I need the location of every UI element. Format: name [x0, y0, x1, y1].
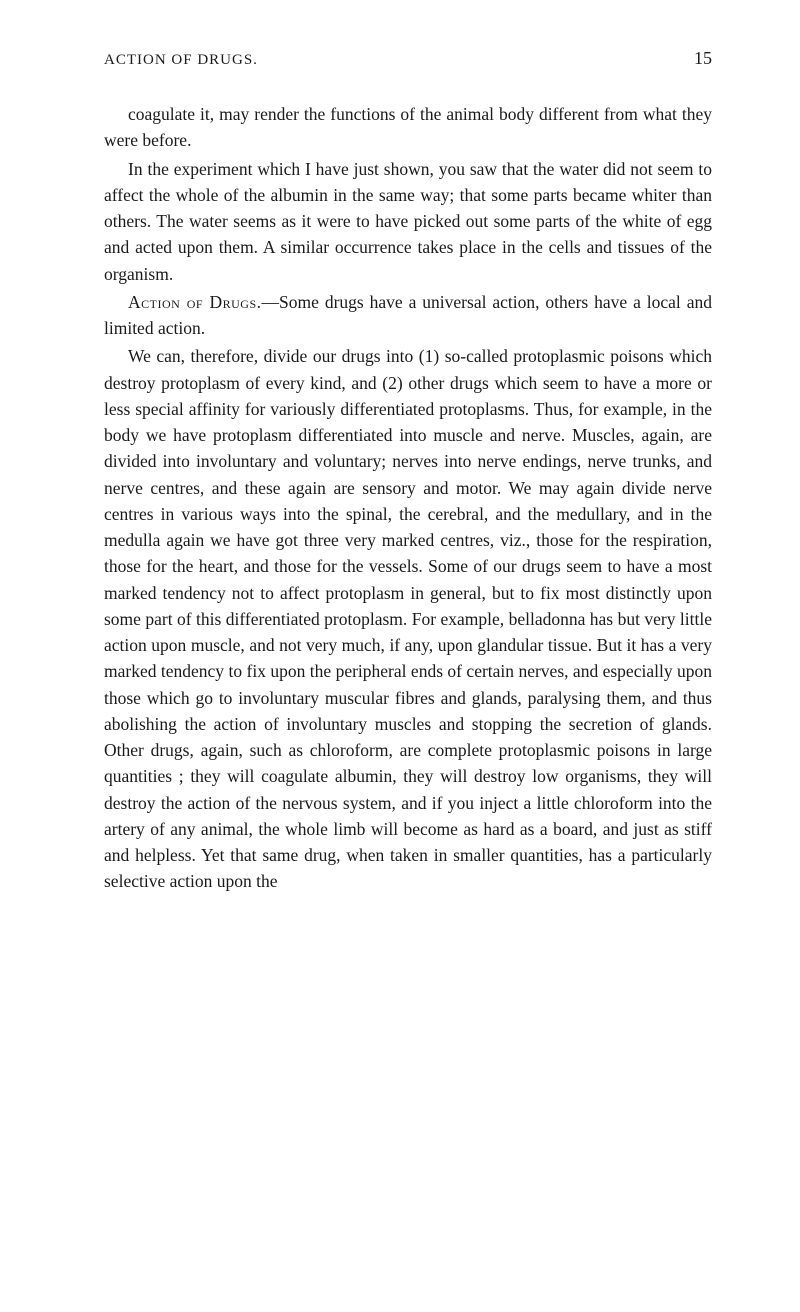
page-container: ACTION OF DRUGS. 15 coagulate it, may re…	[0, 0, 800, 1312]
page-header: ACTION OF DRUGS. 15	[104, 48, 712, 69]
header-title: ACTION OF DRUGS.	[104, 52, 258, 69]
page-number: 15	[694, 48, 712, 69]
paragraph-3: Action of Drugs.—Some drugs have a unive…	[104, 289, 712, 342]
paragraph-1: coagulate it, may render the functions o…	[104, 101, 712, 154]
section-heading-caps: Action of Drugs.	[128, 292, 262, 312]
paragraph-4: We can, therefore, divide our drugs into…	[104, 343, 712, 894]
body-text: coagulate it, may render the functions o…	[104, 101, 712, 895]
paragraph-2: In the experiment which I have just show…	[104, 156, 712, 287]
